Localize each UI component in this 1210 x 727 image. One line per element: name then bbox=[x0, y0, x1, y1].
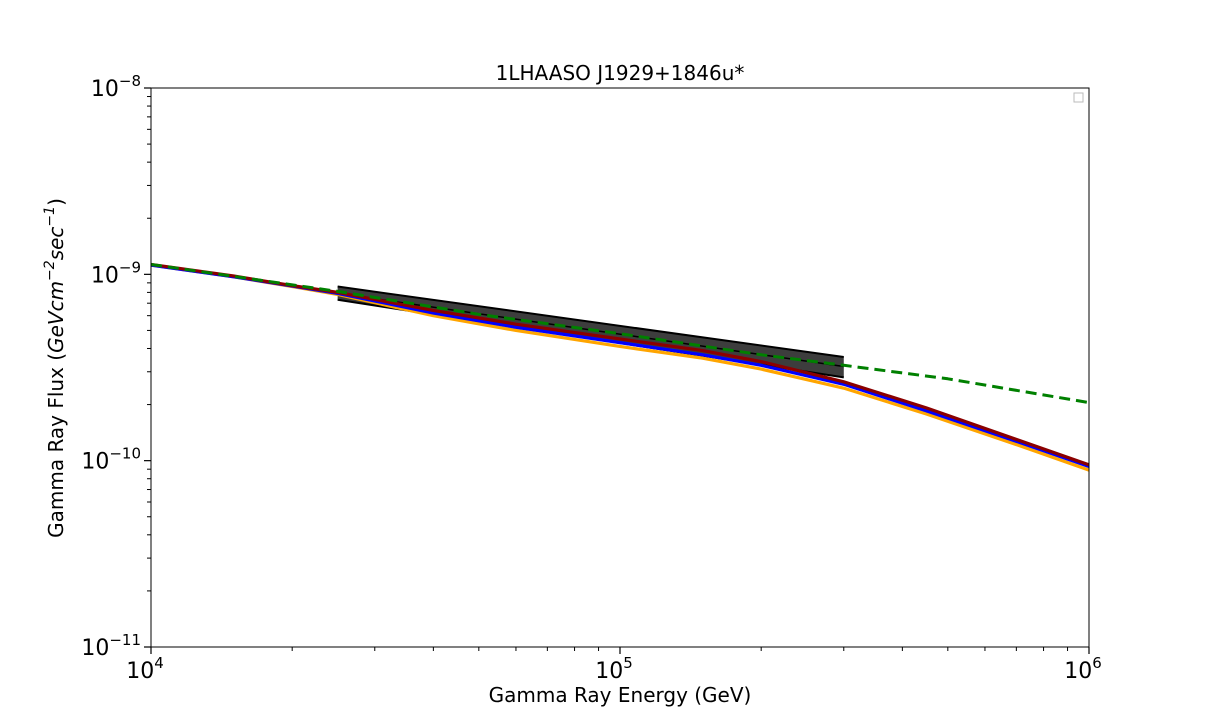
y-axis-label-unit-main: GeVcm bbox=[44, 281, 68, 353]
series-line-3 bbox=[151, 262, 1089, 405]
legend-box bbox=[1073, 92, 1084, 103]
chart-title: 1LHAASO J1929+1846u* bbox=[496, 61, 745, 85]
y-axis-label-unit-mid: sec bbox=[44, 227, 68, 261]
y-tick-label: 10−11 bbox=[81, 631, 141, 661]
y-axis-label-suffix: ) bbox=[44, 198, 68, 206]
y-axis-label-prefix: Gamma Ray Flux ( bbox=[44, 353, 68, 538]
y-tick-label: 10−10 bbox=[81, 445, 141, 475]
plot-frame bbox=[150, 87, 1090, 648]
y-tick-label: 10−8 bbox=[91, 72, 141, 102]
series-line-2 bbox=[151, 262, 1089, 467]
y-axis-label-exp2: −1 bbox=[42, 206, 58, 227]
band-upper-edge bbox=[337, 285, 844, 358]
y-axis-label-exp1: −2 bbox=[42, 260, 58, 281]
series-group bbox=[151, 262, 1089, 472]
x-axis-label: Gamma Ray Energy (GeV) bbox=[489, 683, 752, 707]
series-line-1 bbox=[151, 263, 1089, 469]
x-tick-label: 104 bbox=[126, 654, 164, 684]
y-axis-label: Gamma Ray Flux (GeVcm−2sec−1) bbox=[42, 198, 68, 538]
x-tick-label: 106 bbox=[1064, 654, 1102, 684]
y-tick-label: 10−9 bbox=[91, 258, 141, 288]
axis-ticks: 104 105 106 10−11 10−10 10−9 10−8 bbox=[81, 72, 1101, 684]
x-tick-label: 105 bbox=[595, 654, 633, 684]
series-line-0 bbox=[151, 263, 1089, 472]
